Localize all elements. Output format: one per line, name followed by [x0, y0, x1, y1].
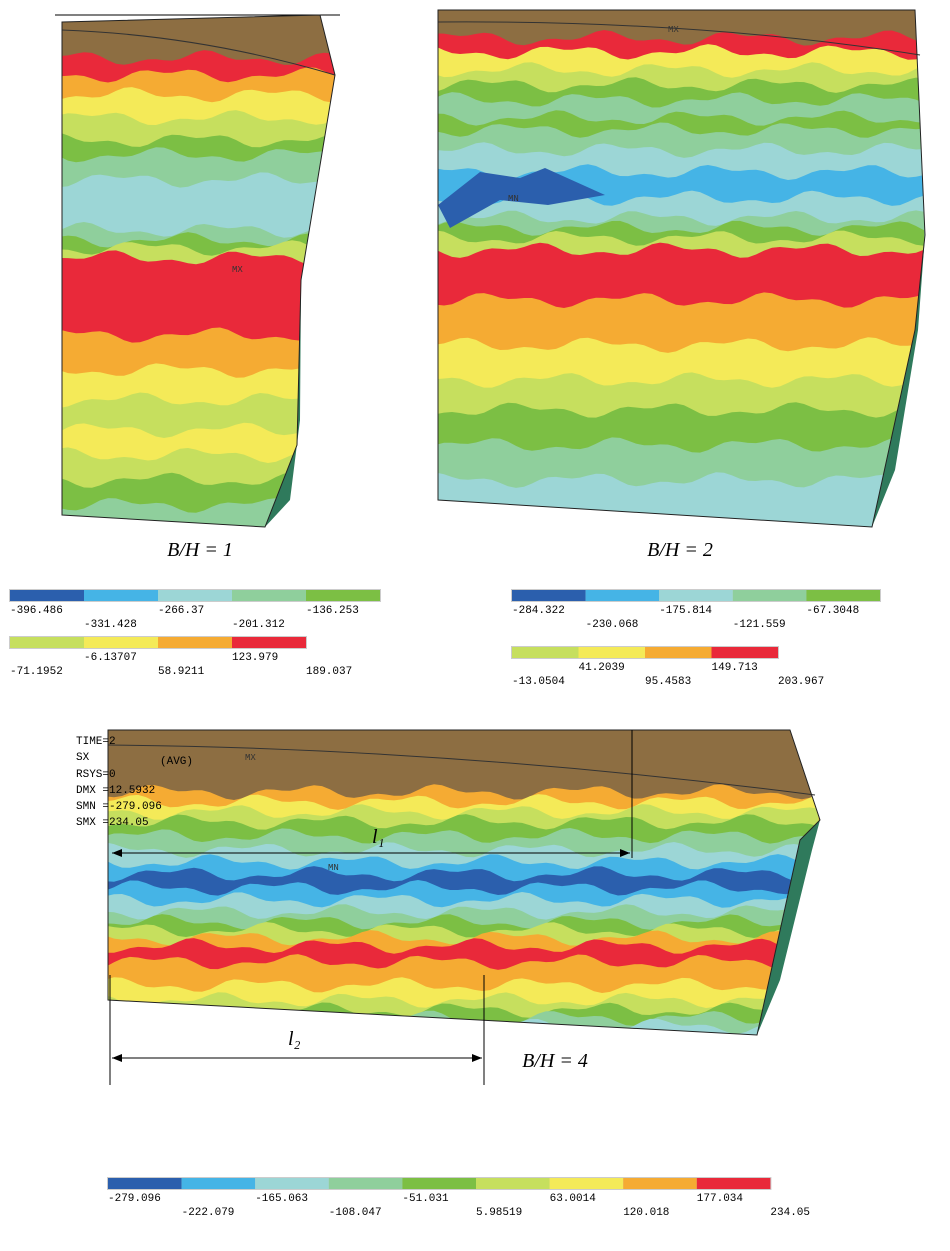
- legend-swatch: [232, 590, 306, 601]
- legend-label: -121.559: [733, 619, 786, 631]
- legend-label: -13.0504: [512, 676, 565, 688]
- legend-swatch: [158, 590, 232, 601]
- figure: B/H = 1 B/H = 2 B/H = 4 MX MX MN MX MN T…: [0, 0, 950, 1251]
- legend-label: -279.096: [108, 1193, 161, 1205]
- legend-swatch: [586, 590, 660, 601]
- info-text: SX: [76, 752, 90, 764]
- legend-swatch: [645, 647, 712, 658]
- legend-swatch: [712, 647, 779, 658]
- info-text: (AVG): [160, 756, 193, 768]
- legend-label: -6.13707: [84, 652, 137, 664]
- marker-label: MN: [328, 863, 339, 873]
- marker-label: MX: [245, 753, 256, 763]
- legend-label: -230.068: [586, 619, 639, 631]
- info-text: TIME=2: [76, 736, 116, 748]
- legend-label: 63.0014: [550, 1193, 597, 1205]
- legend-label: 5.98519: [476, 1207, 522, 1219]
- legend-swatch: [232, 637, 306, 648]
- caption: B/H = 4: [522, 1050, 588, 1072]
- legend-swatch: [182, 1178, 256, 1189]
- marker-label: MX: [668, 25, 679, 35]
- dimension-label: l₁: [372, 826, 385, 848]
- legend-swatch: [158, 637, 232, 648]
- legend-label: 189.037: [306, 666, 352, 678]
- dimension-label: l₂: [288, 1028, 301, 1050]
- legend-swatch: [84, 590, 158, 601]
- legend-swatch: [108, 1178, 182, 1189]
- legend-label: -284.322: [512, 605, 565, 617]
- legend-swatch: [623, 1178, 697, 1189]
- legend-swatch: [806, 590, 880, 601]
- legend-label: 203.967: [778, 676, 824, 688]
- legend-swatch: [512, 590, 586, 601]
- legend-swatch: [255, 1178, 329, 1189]
- legend-label: 41.2039: [579, 662, 625, 674]
- legend-swatch: [10, 637, 84, 648]
- contour-plot: [436, 8, 930, 530]
- caption: B/H = 2: [647, 539, 713, 561]
- legend-label: -51.031: [402, 1193, 449, 1205]
- marker-label: MN: [508, 194, 519, 204]
- legend-swatch: [579, 647, 646, 658]
- info-text: DMX =12.5932: [76, 785, 155, 797]
- legend-label: 177.034: [697, 1193, 744, 1205]
- legend-label: 234.05: [770, 1207, 810, 1219]
- legend-label: 149.713: [712, 662, 758, 674]
- legend-label: -175.814: [659, 605, 712, 617]
- legend-swatch: [84, 637, 158, 648]
- contour-plot: [106, 728, 825, 1040]
- legend-swatch: [329, 1178, 403, 1189]
- legend-swatch: [306, 590, 380, 601]
- legend-label: -201.312: [232, 619, 285, 631]
- legend-swatch: [659, 590, 733, 601]
- legend-label: -165.063: [255, 1193, 308, 1205]
- legend-swatch: [10, 590, 84, 601]
- legend-label: 58.9211: [158, 666, 205, 678]
- contour-plot: [60, 15, 340, 530]
- legend-label: -266.37: [158, 605, 204, 617]
- legend-label: -108.047: [329, 1207, 382, 1219]
- legend-label: -71.1952: [10, 666, 63, 678]
- info-text: RSYS=0: [76, 769, 116, 781]
- info-text: SMX =234.05: [76, 817, 149, 829]
- legend-label: -222.079: [182, 1207, 235, 1219]
- legend-swatch: [550, 1178, 624, 1189]
- caption: B/H = 1: [167, 539, 233, 561]
- legend-swatch: [697, 1178, 771, 1189]
- legend-label: -396.486: [10, 605, 63, 617]
- legend-swatch: [512, 647, 579, 658]
- legend-label: -136.253: [306, 605, 359, 617]
- legend-label: -331.428: [84, 619, 137, 631]
- legend-swatch: [402, 1178, 476, 1189]
- info-text: SMN =-279.096: [76, 801, 162, 813]
- legend-label: 123.979: [232, 652, 278, 664]
- legend-label: 120.018: [623, 1207, 669, 1219]
- marker-label: MX: [232, 265, 243, 275]
- legend-swatch: [733, 590, 807, 601]
- legend-label: -67.3048: [806, 605, 859, 617]
- legend-label: 95.4583: [645, 676, 691, 688]
- legend-swatch: [476, 1178, 550, 1189]
